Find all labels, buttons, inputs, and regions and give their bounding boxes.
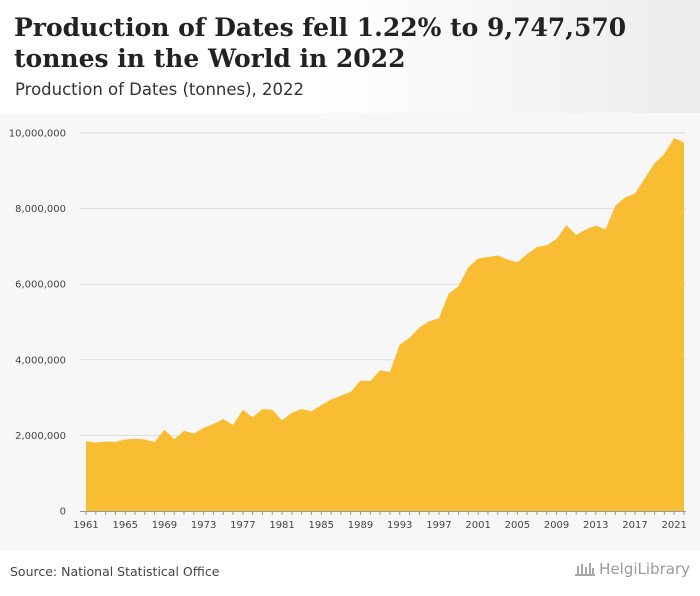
x-tick-label: 1997 [426,520,451,531]
x-tick-label: 2001 [465,520,490,531]
y-tick-label: 0 [60,507,66,518]
x-tick-label: 2009 [544,520,569,531]
x-tick-label: 2005 [505,520,530,531]
source-note: Source: National Statistical Office [10,564,220,579]
x-tick-label: 1993 [387,520,412,531]
helgi-library-logo: HelgiLibrary [574,560,690,578]
x-tick-label: 1977 [230,520,255,531]
x-tick-label: 1965 [112,520,137,531]
header-band: Production of Dates fell 1.22% to 9,747,… [0,0,700,113]
x-tick-label: 1985 [309,520,334,531]
y-tick-label: 6,000,000 [15,280,66,291]
x-tick-label: 2013 [583,520,608,531]
x-tick-label: 1981 [269,520,294,531]
x-tick-label: 1989 [348,520,373,531]
x-tick-label: 1969 [152,520,177,531]
x-tick-label: 1973 [191,520,216,531]
chart-subtitle: Production of Dates (tonnes), 2022 [15,80,305,99]
page-title: Production of Dates fell 1.22% to 9,747,… [14,13,627,73]
y-tick-label: 8,000,000 [15,204,66,215]
library-building-icon [575,563,596,576]
x-tick-label: 2021 [661,520,686,531]
x-tick-label: 1961 [73,520,98,531]
x-tick-label: 2017 [622,520,647,531]
y-tick-label: 10,000,000 [9,129,66,140]
logo-text: HelgiLibrary [599,560,690,578]
production-area [86,137,684,512]
y-tick-label: 2,000,000 [15,431,66,442]
y-tick-label: 4,000,000 [15,355,66,366]
